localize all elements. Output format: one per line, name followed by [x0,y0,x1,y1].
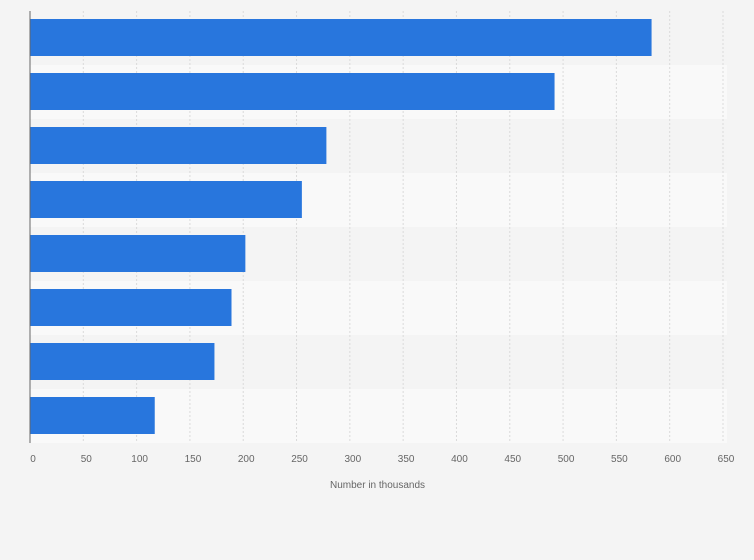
x-tick-label: 250 [291,454,308,465]
x-tick-label: 400 [451,454,468,465]
bar [30,235,246,272]
x-tick-label: 0 [30,454,36,465]
bar [30,289,232,326]
bar [30,343,215,380]
bar [30,127,327,164]
bar [30,19,652,56]
bar [30,397,155,434]
x-tick-label: 300 [345,454,362,465]
bars [30,19,652,434]
x-tick-label: 600 [664,454,681,465]
x-tick-label: 500 [558,454,575,465]
x-tick-label: 100 [131,454,148,465]
x-tick-label: 150 [185,454,202,465]
x-tick-label: 350 [398,454,415,465]
x-tick-label: 200 [238,454,255,465]
x-tick-label: 550 [611,454,628,465]
x-tick-label: 50 [81,454,93,465]
x-axis-title: Number in thousands [330,480,425,491]
x-tick-label: 650 [718,454,735,465]
x-tick-label: 450 [504,454,521,465]
x-axis-ticks: 0 50 100 150 200 250 300 350 400 450 500 550 600 650 [30,454,735,465]
bar [30,181,302,218]
bar [30,73,555,110]
